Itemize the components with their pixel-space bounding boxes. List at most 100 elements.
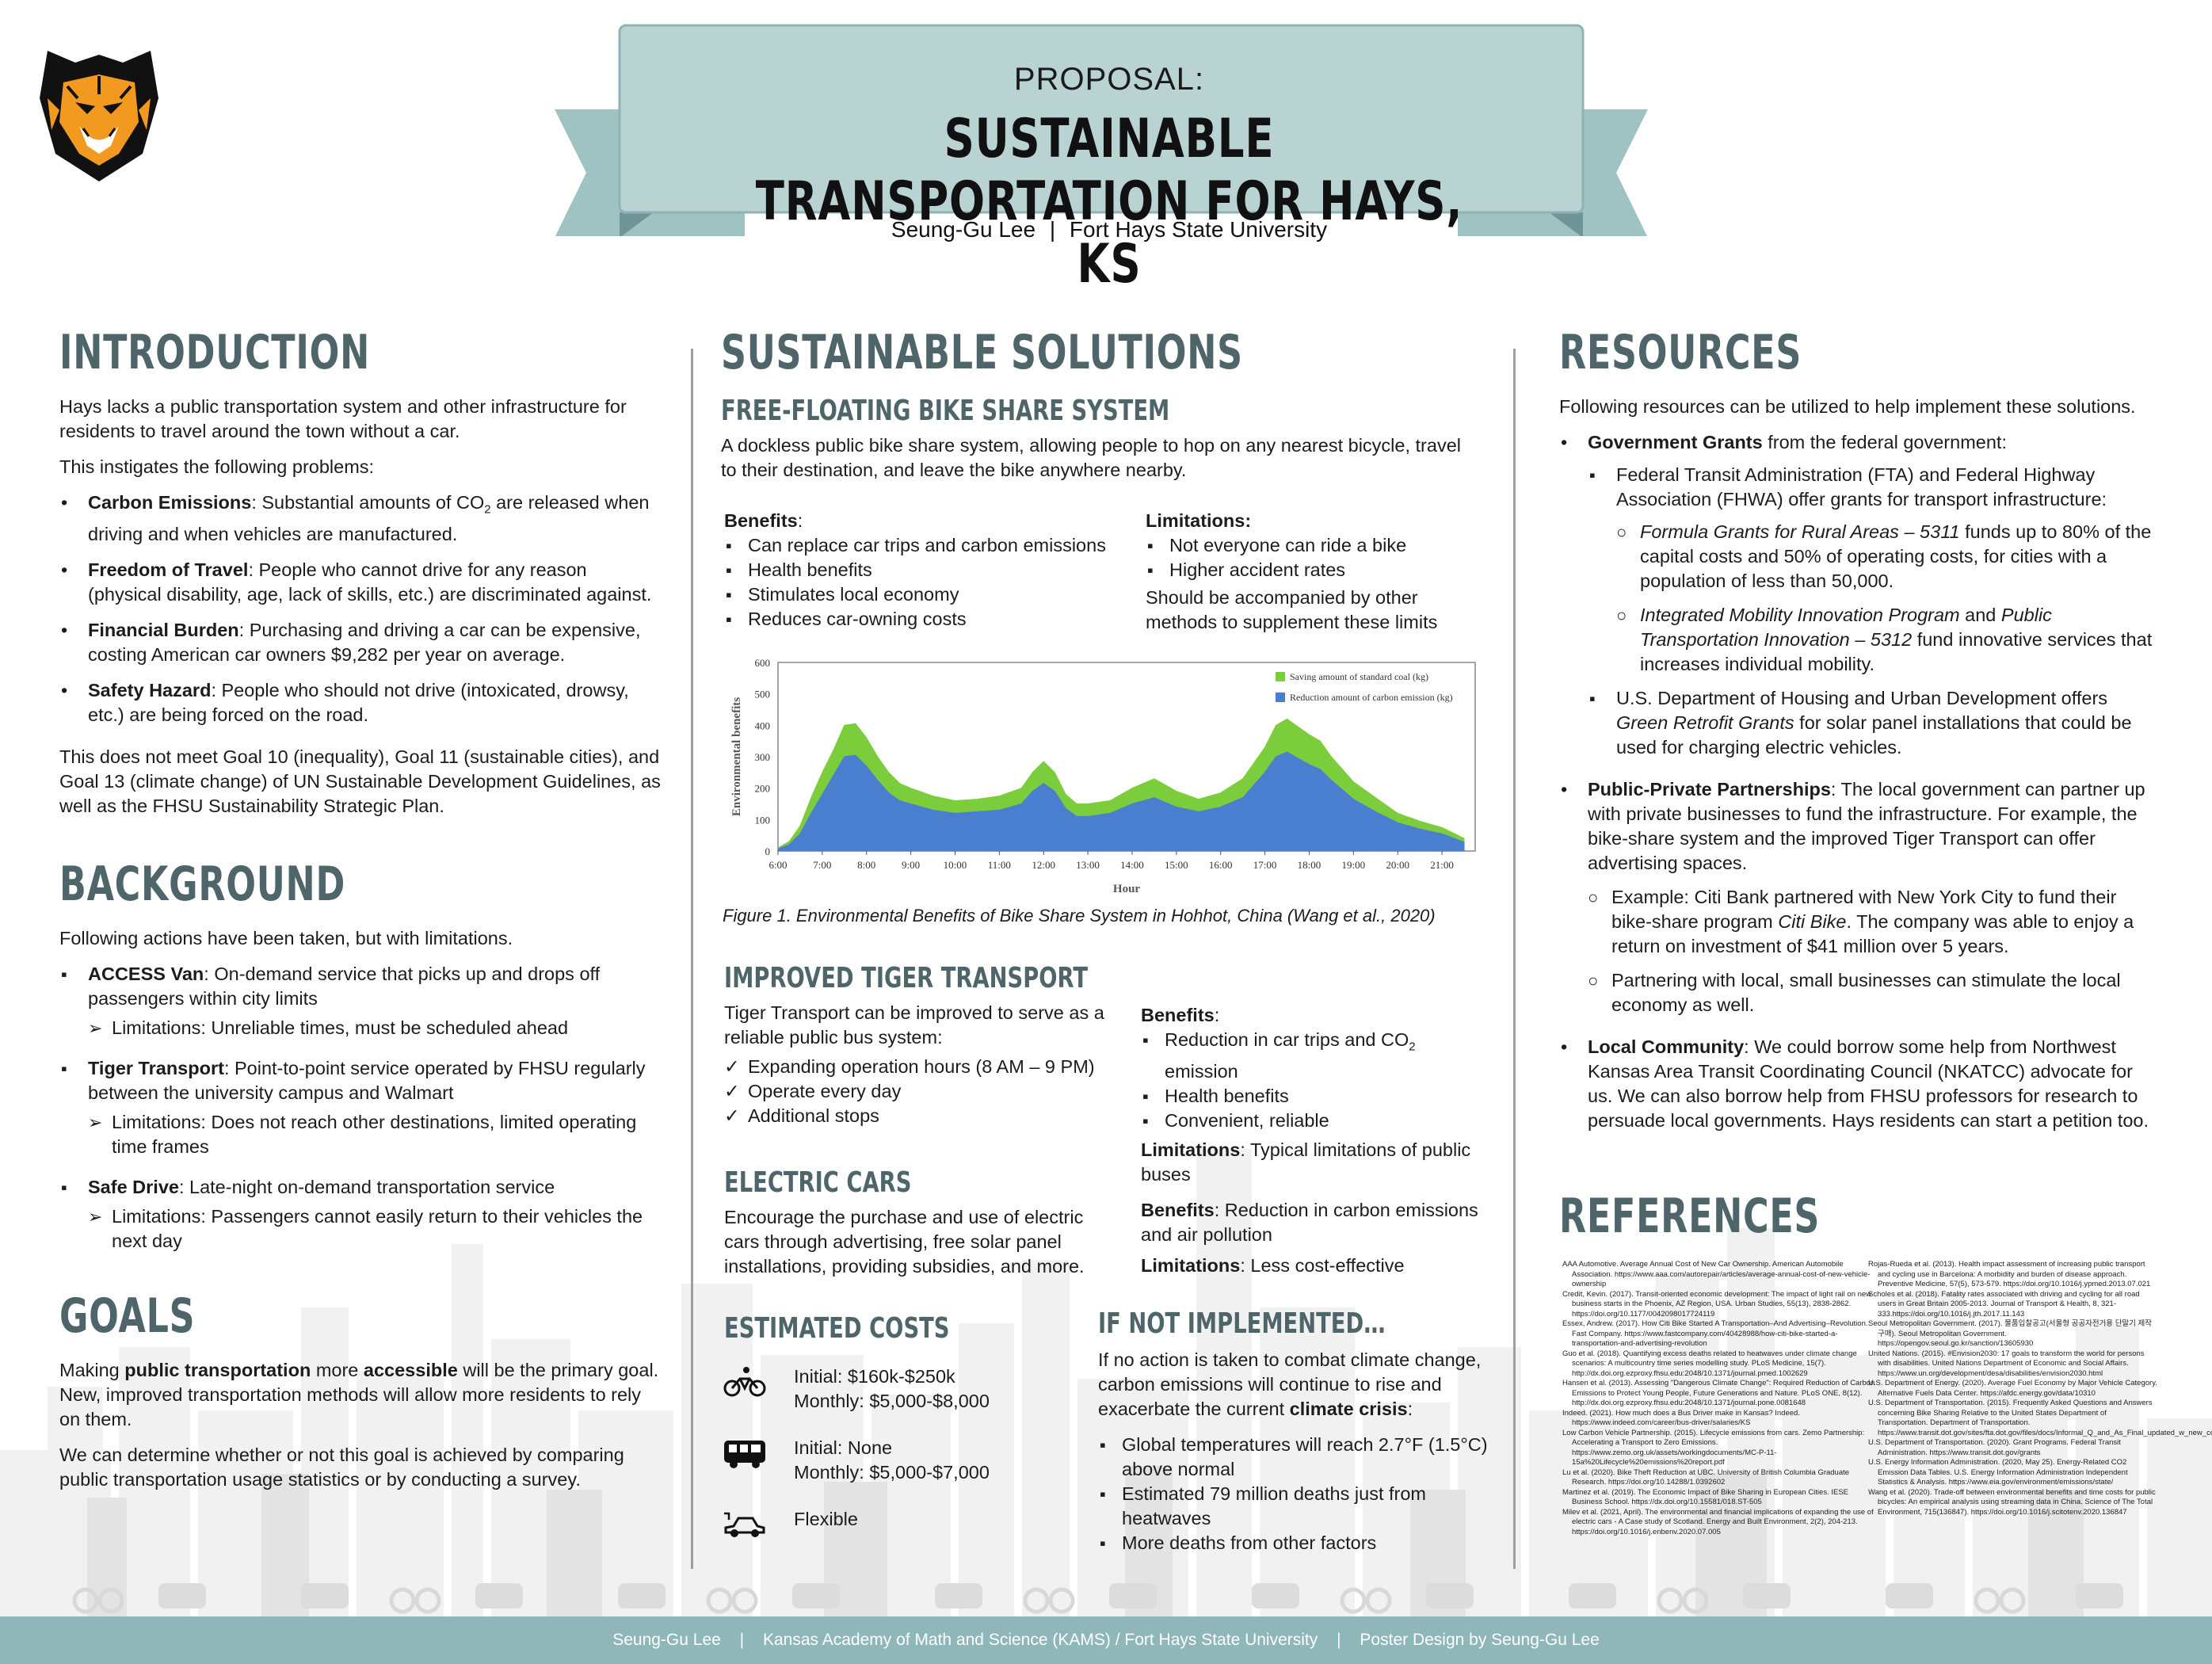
reference-entry: U.S. Energy Information Administration. … xyxy=(1868,1458,2128,1487)
not-implemented-section: IF NOT IMPLEMENTED… If no action is take… xyxy=(1098,1307,1494,1555)
legend-label: Saving amount of standard coal (kg) xyxy=(1290,671,1428,682)
list-item: Reduces car-owning costs xyxy=(724,607,1136,632)
reference-entry: Hansen et al. (2013). Assessing "Dangero… xyxy=(1562,1379,1875,1407)
x-tick-label: 13:00 xyxy=(1076,859,1100,871)
x-tick-label: 6:00 xyxy=(768,859,787,871)
bike-limitations-list: Not everyone can ride a bike Higher acci… xyxy=(1146,533,1478,582)
goals-paragraph: Making public transportation more access… xyxy=(59,1358,662,1432)
reference-entry: Seoul Metropolitan Government. (2017). 물… xyxy=(1868,1319,2153,1348)
y-tick-label: 300 xyxy=(755,751,771,763)
column-divider xyxy=(691,349,693,1569)
proposal-label: PROPOSAL: xyxy=(1013,62,1205,97)
reference-entry: U.S. Department of Energy. (2020). Avera… xyxy=(1868,1379,2157,1398)
list-item: Additional stops xyxy=(724,1104,1120,1128)
problem-text: are released when driving and when vehic… xyxy=(88,492,650,544)
tiger-improvements-list: Expanding operation hours (8 AM – 9 PM) … xyxy=(724,1055,1120,1128)
solutions-heading: SUSTAINABLE SOLUTIONS xyxy=(721,325,1243,380)
figure-caption: Figure 1. Environmental Benefits of Bike… xyxy=(723,906,1436,926)
list-item: Not everyone can ride a bike xyxy=(1146,533,1478,558)
resource-label: Public-Private Partnerships xyxy=(1588,779,1831,800)
text: Reduction in car trips and CO xyxy=(1165,1029,1409,1050)
text: and xyxy=(1959,605,2001,625)
intro-paragraph: Hays lacks a public transportation syste… xyxy=(59,396,627,441)
goals-heading: GOALS xyxy=(59,1288,196,1344)
italic-text: Formula Grants for Rural Areas – 5311 xyxy=(1640,521,1960,542)
list-item: Integrated Mobility Innovation Program a… xyxy=(1616,603,2161,677)
x-tick-label: 7:00 xyxy=(813,859,831,871)
item-label: Safe Drive xyxy=(88,1176,179,1197)
background-heading: BACKGROUND xyxy=(59,856,346,912)
text: for solar panel installations that could… xyxy=(1616,712,2132,758)
electric-description: Encourage the purchase and use of electr… xyxy=(724,1207,1085,1277)
item-label: Tiger Transport xyxy=(88,1057,224,1078)
institution-name: Fort Hays State University xyxy=(1069,217,1328,242)
tiger-benefits: Benefits: Reduction in car trips and CO2… xyxy=(1141,1003,1489,1198)
ppp-examples-list: Example: Citi Bank partnered with New Yo… xyxy=(1588,885,2161,1017)
limitations-note: Should be accompanied by other methods t… xyxy=(1146,587,1438,632)
list-item: Example: Citi Bank partnered with New Yo… xyxy=(1588,885,2161,959)
electric-benefits: Benefits: Reduction in carbon emissions … xyxy=(1141,1198,1489,1289)
benefits-label: Benefits xyxy=(1141,1200,1215,1220)
reference-entry: Low Carbon Vehicle Partnership. (2015). … xyxy=(1562,1428,1865,1467)
reference-entry: Indeed. (2021). How much does a Bus Driv… xyxy=(1562,1408,1800,1428)
bike-benefits: Benefits: Can replace car trips and carb… xyxy=(724,509,1136,632)
series-area-1 xyxy=(777,751,1465,852)
intro-goals-paragraph: This does not meet Goal 10 (inequality),… xyxy=(59,746,661,816)
list-item: Reduction in car trips and CO2 emission xyxy=(1141,1028,1489,1084)
text: . The company was able to enjoy a return… xyxy=(1611,911,2134,956)
list-item: Carbon Emissions: Substantial amounts of… xyxy=(59,490,662,547)
bike-limitations: Limitations: Not everyone can ride a bik… xyxy=(1146,509,1478,646)
text: : Less cost-effective xyxy=(1240,1255,1405,1276)
footer-organization: Kansas Academy of Math and Science (KAMS… xyxy=(762,1631,1318,1649)
x-tick-label: 10:00 xyxy=(944,859,967,871)
italic-text: Integrated Mobility Innovation Program xyxy=(1640,605,1960,625)
x-tick-label: 12:00 xyxy=(1032,859,1055,871)
electric-car-icon xyxy=(724,1512,765,1537)
item-text: : Point-to-point service operated by FHS… xyxy=(88,1057,646,1103)
resources-heading: RESOURCES xyxy=(1559,325,1802,380)
reference-entry: Martinez et al. (2019). The Economic Imp… xyxy=(1562,1487,1848,1507)
problem-label: Safety Hazard xyxy=(88,679,212,700)
tiger-limitations: Limitations: Typical limitations of publ… xyxy=(1141,1138,1489,1187)
bike-share-description: A dockless public bike share system, all… xyxy=(721,435,1461,480)
list-item: Public-Private Partnerships: The local g… xyxy=(1559,777,2161,1017)
list-item: Financial Burden: Purchasing and driving… xyxy=(59,618,662,667)
list-item: Safety Hazard: People who should not dri… xyxy=(59,678,662,727)
monthly-cost: Monthly: $5,000-$7,000 xyxy=(794,1462,990,1483)
y-tick-label: 600 xyxy=(755,657,771,669)
bike-benefits-list: Can replace car trips and carbon emissio… xyxy=(724,533,1136,632)
x-tick-label: 11:00 xyxy=(988,859,1011,871)
tiger-transport-heading: IMPROVED TIGER TRANSPORT xyxy=(724,962,1089,994)
reference-entry: U.S. Department of Transportation. (2015… xyxy=(1868,1399,2212,1437)
limitations-label: Limitations xyxy=(1141,1255,1241,1276)
list-item: Federal Transit Administration (FTA) and… xyxy=(1588,463,2161,677)
problems-list: Carbon Emissions: Substantial amounts of… xyxy=(59,490,662,727)
limitations-label: Limitations xyxy=(1141,1139,1241,1160)
x-axis-label: Hour xyxy=(1113,883,1141,895)
text: emission xyxy=(1165,1060,1238,1082)
list-item: Stimulates local economy xyxy=(724,582,1136,607)
tiger-transport-section: IMPROVED TIGER TRANSPORT Tiger Transport… xyxy=(724,962,1120,1128)
author-name: Seung-Gu Lee xyxy=(891,217,1036,242)
reference-entry: Rojas-Rueda et al. (2013). Health impact… xyxy=(1868,1260,2151,1288)
list-item: More deaths from other factors xyxy=(1098,1531,1494,1555)
list-item: Health benefits xyxy=(1141,1084,1489,1109)
y-tick-label: 400 xyxy=(755,719,771,731)
cost-text: Initial: None Monthly: $5,000-$7,000 xyxy=(794,1436,1032,1485)
bold-text: accessible xyxy=(363,1359,458,1380)
electric-cars-section: ELECTRIC CARS Encourage the purchase and… xyxy=(724,1166,1104,1290)
footer-design-credit: Poster Design by Seung-Gu Lee xyxy=(1360,1631,1600,1649)
y-tick-label: 500 xyxy=(755,689,771,700)
text: : The local government can partner up wi… xyxy=(1588,779,2145,873)
cost-text: Flexible xyxy=(794,1507,1032,1532)
limitation-item: Limitations: Unreliable times, must be s… xyxy=(88,1016,662,1040)
background-list: ACCESS Van: On-demand service that picks… xyxy=(59,962,662,1254)
item-text: : On-demand service that picks up and dr… xyxy=(88,963,601,1009)
poster-title: SUSTAINABLE TRANSPORTATION FOR HAYS, KS xyxy=(755,108,1463,296)
bicycle-icon xyxy=(723,1367,766,1397)
item-label: ACCESS Van xyxy=(88,963,204,984)
problem-label: Carbon Emissions xyxy=(88,492,252,513)
separator: | xyxy=(1049,217,1056,242)
problem-text: : People who cannot drive for any reason… xyxy=(88,559,652,605)
x-tick-label: 17:00 xyxy=(1253,859,1277,871)
